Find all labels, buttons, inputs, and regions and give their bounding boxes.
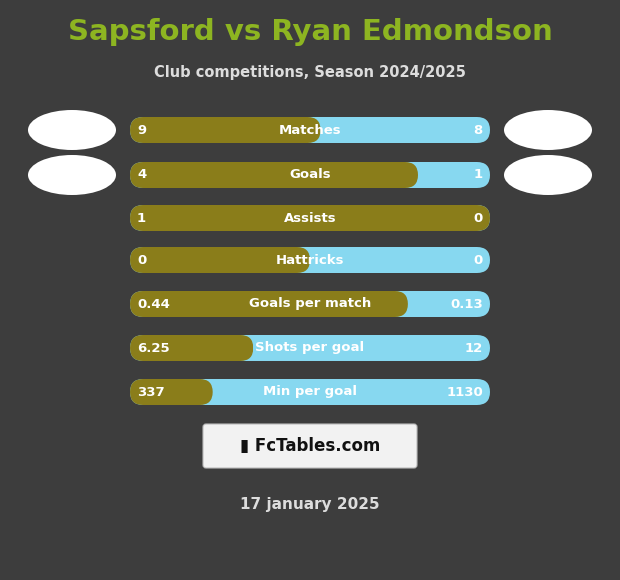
Text: Shots per goal: Shots per goal [255,342,365,354]
FancyBboxPatch shape [130,291,490,317]
Text: 9: 9 [137,124,146,136]
Text: Club competitions, Season 2024/2025: Club competitions, Season 2024/2025 [154,66,466,81]
FancyBboxPatch shape [130,335,254,361]
Ellipse shape [28,110,116,150]
Text: 0: 0 [474,253,483,266]
FancyBboxPatch shape [130,117,321,143]
Text: 4: 4 [137,169,146,182]
Text: Goals per match: Goals per match [249,298,371,310]
Ellipse shape [504,110,592,150]
Text: 1130: 1130 [446,386,483,398]
Text: 12: 12 [465,342,483,354]
Text: ▮ FcTables.com: ▮ FcTables.com [240,437,380,455]
FancyBboxPatch shape [130,335,490,361]
Text: 17 january 2025: 17 january 2025 [240,498,380,513]
FancyBboxPatch shape [130,247,310,273]
Text: 337: 337 [137,386,165,398]
Text: 1: 1 [474,169,483,182]
Ellipse shape [28,155,116,195]
FancyBboxPatch shape [130,117,490,143]
Text: Sapsford vs Ryan Edmondson: Sapsford vs Ryan Edmondson [68,18,552,46]
FancyBboxPatch shape [130,162,490,188]
Text: 8: 8 [474,124,483,136]
Text: 0: 0 [474,212,483,224]
FancyBboxPatch shape [130,291,408,317]
FancyBboxPatch shape [130,247,490,273]
Text: 0: 0 [137,253,146,266]
Text: Assists: Assists [284,212,336,224]
Text: 1: 1 [137,212,146,224]
FancyBboxPatch shape [130,205,490,231]
FancyBboxPatch shape [130,379,490,405]
FancyBboxPatch shape [203,424,417,468]
Text: 0.44: 0.44 [137,298,170,310]
Text: Hattricks: Hattricks [276,253,344,266]
Ellipse shape [504,155,592,195]
FancyBboxPatch shape [130,379,213,405]
Text: Goals: Goals [289,169,331,182]
FancyBboxPatch shape [130,162,418,188]
FancyBboxPatch shape [130,205,490,231]
Text: 6.25: 6.25 [137,342,170,354]
Text: Min per goal: Min per goal [263,386,357,398]
Text: Matches: Matches [278,124,342,136]
Text: 0.13: 0.13 [450,298,483,310]
